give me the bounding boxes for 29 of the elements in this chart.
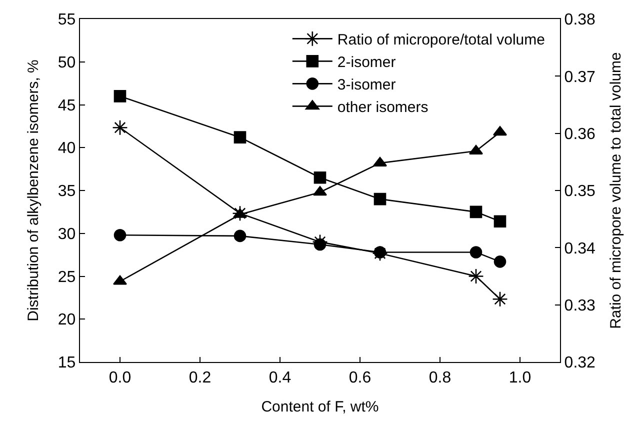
x-tick-label: 0.8 bbox=[428, 369, 452, 386]
y-tick-label: 15 bbox=[58, 354, 76, 372]
y2-tick-label: 0.36 bbox=[564, 126, 596, 143]
y-tick-label: 50 bbox=[58, 54, 76, 72]
x-tick-label: 0.4 bbox=[268, 369, 292, 386]
legend-label: 3-isomer bbox=[337, 76, 396, 94]
x-axis-title: Content of F, wt% bbox=[261, 398, 379, 416]
y2-tick-label: 0.35 bbox=[564, 183, 596, 200]
y-tick-label: 55 bbox=[58, 12, 76, 29]
y-tick-label: 35 bbox=[58, 183, 76, 200]
y2-tick-label: 0.34 bbox=[564, 240, 596, 258]
legend-label: 2-isomer bbox=[337, 54, 396, 72]
y2-tick-label: 0.38 bbox=[564, 12, 596, 29]
y-axis-title: Distribution of alkylbenzene isomers, % bbox=[25, 60, 42, 322]
y2-tick-label: 0.33 bbox=[564, 297, 596, 314]
y2-tick-label: 0.37 bbox=[564, 68, 596, 86]
legend-label: other isomers bbox=[337, 99, 428, 116]
y-tick-label: 40 bbox=[58, 140, 76, 158]
y-tick-label: 30 bbox=[58, 226, 76, 243]
y-tick-label: 20 bbox=[58, 312, 76, 329]
y2-tick-label: 0.32 bbox=[564, 354, 596, 372]
y2-axis-title: Ratio of micropore volume to total volume bbox=[608, 52, 625, 329]
y-tick-label: 25 bbox=[58, 268, 76, 286]
x-tick-label: 0.6 bbox=[348, 369, 372, 386]
x-tick-label: 0.0 bbox=[108, 369, 132, 386]
x-tick-label: 1.0 bbox=[508, 369, 532, 386]
y-tick-label: 45 bbox=[58, 97, 76, 114]
legend-label: Ratio of micropore/total volume bbox=[337, 32, 545, 49]
x-tick-label: 0.2 bbox=[188, 369, 212, 386]
